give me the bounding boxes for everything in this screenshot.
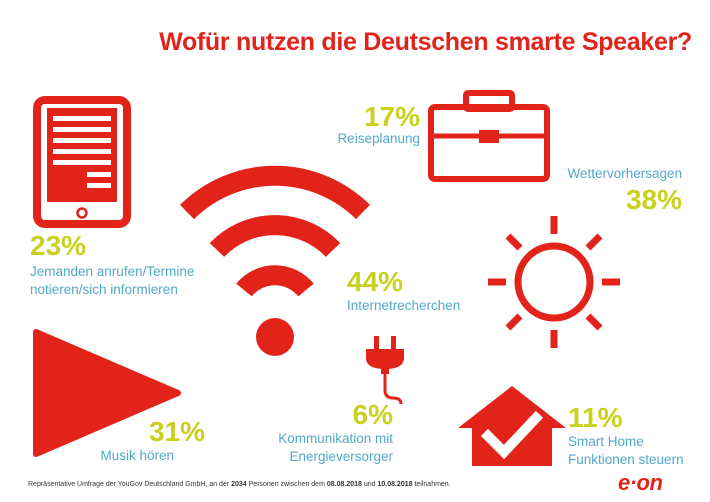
value-label-internet: 44%: [347, 266, 404, 297]
category-label-smarthome-line2: Funktionen steuern: [568, 452, 684, 467]
category-label-calls: Jemanden anrufen/Termine notieren/sich i…: [30, 263, 194, 299]
value-label-smarthome: 11%: [568, 402, 623, 433]
smart-home-icon: [458, 386, 566, 466]
footnote-date-start: 08.08.2018: [326, 481, 362, 488]
category-label-weather: Wettervorhersagen: [567, 166, 682, 181]
category-label-calls-line1: Jemanden anrufen/Termine: [30, 264, 195, 279]
value-label-travel: 17%: [363, 101, 420, 132]
value-label-calls: 23%: [30, 230, 87, 261]
category-label-calls-line2: notieren/sich informieren: [30, 282, 178, 297]
page-title: Wofür nutzen die Deutschen smarte Speake…: [159, 28, 692, 56]
category-label-energy-line2: Energieversorger: [289, 449, 393, 464]
wifi-icon: [179, 165, 371, 356]
footnote-text-1: Repräsentative Umfrage der YouGov Deutsc…: [28, 481, 232, 488]
eon-logo: e·on: [618, 470, 663, 495]
sun-icon: [488, 216, 620, 348]
category-label-music: Musik hören: [100, 448, 174, 463]
category-label-travel: Reiseplanung: [337, 131, 420, 146]
value-label-weather: 38%: [625, 184, 682, 215]
category-label-smarthome: Smart Home Funktionen steuern: [568, 433, 684, 469]
value-label-music: 31%: [148, 416, 205, 447]
plug-icon: [366, 336, 404, 405]
value-label-energy: 6%: [352, 399, 393, 430]
category-label-smarthome-line1: Smart Home: [568, 434, 644, 449]
briefcase-icon: [428, 90, 550, 182]
footnote-text-2: Personen zwischen dem: [246, 481, 327, 488]
category-label-energy: Kommunikation mit Energieversorger: [278, 430, 393, 466]
tablet-icon: [33, 96, 131, 228]
category-label-energy-line1: Kommunikation mit: [278, 431, 393, 446]
play-icon: [33, 329, 181, 457]
footnote-date-end: 10.08.2018: [377, 481, 413, 488]
footnote-text-3: und: [361, 481, 378, 488]
footnote: Repräsentative Umfrage der YouGov Deutsc…: [28, 481, 451, 488]
footnote-count: 2034: [231, 481, 247, 488]
category-label-internet: Internetrecherchen: [347, 298, 461, 313]
footnote-text-4: teilnahmen.: [412, 481, 451, 488]
